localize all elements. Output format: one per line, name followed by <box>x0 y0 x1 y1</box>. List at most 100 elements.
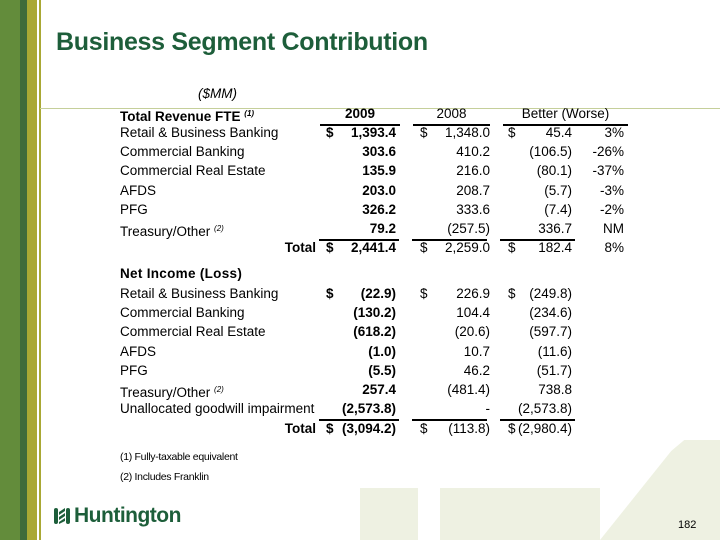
value-2008: 333.6 <box>456 201 490 217</box>
row-label: AFDS <box>120 344 156 360</box>
value-better: 336.7 <box>538 221 572 236</box>
dollar-2008: $ <box>420 421 428 436</box>
value-2009: 203.0 <box>362 182 396 198</box>
value-better: (7.4) <box>544 201 572 217</box>
total-line-2008 <box>412 239 487 241</box>
value-2009: 257.4 <box>362 382 396 397</box>
value-2008: (481.4) <box>447 382 490 397</box>
value-2009: (1.0) <box>368 343 396 359</box>
huntington-logo-icon <box>54 508 70 524</box>
left-stripe-line <box>39 0 41 540</box>
row-label-text: PFG <box>120 362 148 378</box>
percent-change: 3% <box>604 125 624 140</box>
income-header-label: Net Income (Loss) <box>120 266 243 281</box>
watermark-shape <box>360 440 720 540</box>
value-2009: (130.2) <box>353 305 396 321</box>
row-label-text: Commercial Banking <box>120 144 245 160</box>
dollar-2008: $ <box>420 125 428 140</box>
row-label: Treasury/Other (2) <box>120 221 224 240</box>
value-2008: - <box>485 401 491 417</box>
row-label: Retail & Business Banking <box>120 125 278 141</box>
value-better: (2,573.8) <box>517 401 572 417</box>
percent-change: 8% <box>604 240 624 255</box>
value-better: (51.7) <box>536 362 572 378</box>
value-better: (106.5) <box>529 144 572 160</box>
value-2008: (257.5) <box>447 221 490 236</box>
page-number: 182 <box>678 519 697 531</box>
dollar-2008: $ <box>420 240 428 255</box>
value-better: 45.4 <box>545 125 572 140</box>
page-title: Business Segment Contribution <box>56 28 428 56</box>
value-better: (11.6) <box>537 343 572 359</box>
value-2009: (2,573.8) <box>341 401 396 417</box>
value-2008: 410.2 <box>456 144 490 160</box>
percent-change: NM <box>603 221 624 236</box>
left-stripe-dark <box>20 0 27 540</box>
value-better: (5.7) <box>544 182 572 198</box>
row-label: Retail & Business Banking <box>120 286 278 302</box>
dollar-better: $ <box>508 286 516 301</box>
row-label-text: Commercial Real Estate <box>120 324 266 340</box>
row-label: Commercial Real Estate <box>120 324 266 340</box>
row-label: Treasury/Other (2) <box>120 382 224 401</box>
dollar-2009: $ <box>326 286 334 301</box>
value-better: (234.6) <box>529 305 572 321</box>
value-2009: (3,094.2) <box>341 421 396 436</box>
value-2009: 2,441.4 <box>350 240 396 255</box>
footnote-2: (2) Includes Franklin <box>120 471 209 483</box>
value-2009: (618.2) <box>353 324 396 340</box>
unit-label: ($MM) <box>198 86 237 101</box>
value-2009: 326.2 <box>362 201 396 217</box>
footnote-ref: (1) <box>244 109 255 118</box>
value-better: (597.7) <box>529 324 572 340</box>
row-label-text: Commercial Banking <box>120 305 245 321</box>
total-line-better <box>500 239 575 241</box>
value-better: 738.8 <box>538 382 572 397</box>
value-2008: 46.2 <box>463 362 490 378</box>
col-header-2009: 2009 <box>344 106 376 121</box>
percent-change: -3% <box>599 182 624 198</box>
header-underline-2008 <box>413 124 490 126</box>
row-label-text: AFDS <box>120 182 157 198</box>
value-2008: 2,259.0 <box>444 240 490 255</box>
value-2008: 226.9 <box>456 286 490 301</box>
row-label-text: Treasury/Other <box>120 385 211 400</box>
huntington-logo: Huntington <box>54 504 181 528</box>
title-divider <box>40 108 720 109</box>
total-line-better <box>500 419 575 421</box>
dollar-2008: $ <box>420 286 428 301</box>
value-better: 182.4 <box>538 240 572 255</box>
row-label: PFG <box>120 363 148 379</box>
row-label: AFDS <box>120 183 156 199</box>
value-better: (249.8) <box>529 286 572 301</box>
total-label: Total <box>284 240 316 255</box>
header-underline-2009 <box>320 124 400 126</box>
col-header-better: Better (Worse) <box>521 106 610 121</box>
value-2008: 10.7 <box>463 343 490 359</box>
value-2008: (20.6) <box>454 324 490 340</box>
footnote-ref: (2) <box>214 385 224 394</box>
row-label-text: Unallocated goodwill impairment <box>120 401 315 417</box>
percent-change: -26% <box>592 144 624 160</box>
dollar-2009: $ <box>326 421 334 436</box>
value-2009: (22.9) <box>360 286 396 301</box>
row-label-text: AFDS <box>120 343 157 359</box>
revenue-header-label: Total Revenue FTE (1) <box>120 106 254 125</box>
value-2008: 216.0 <box>456 163 490 179</box>
percent-change: -37% <box>592 163 624 179</box>
left-stripe-olive <box>27 0 37 540</box>
row-label-text: PFG <box>120 201 148 217</box>
total-label: Total <box>284 421 316 436</box>
value-better: (80.1) <box>536 163 572 179</box>
left-stripe-green <box>0 0 20 540</box>
row-label-text: Commercial Real Estate <box>120 163 266 179</box>
dollar-2009: $ <box>326 240 334 255</box>
total-line-2008 <box>412 419 487 421</box>
row-label: Commercial Banking <box>120 144 245 160</box>
value-2009: 303.6 <box>362 144 396 160</box>
total-line-2009 <box>319 419 399 421</box>
value-2008: (113.8) <box>448 421 490 436</box>
dollar-better: $ <box>508 125 516 140</box>
row-label-text: Retail & Business Banking <box>120 125 279 140</box>
value-2009: 79.2 <box>369 221 396 236</box>
